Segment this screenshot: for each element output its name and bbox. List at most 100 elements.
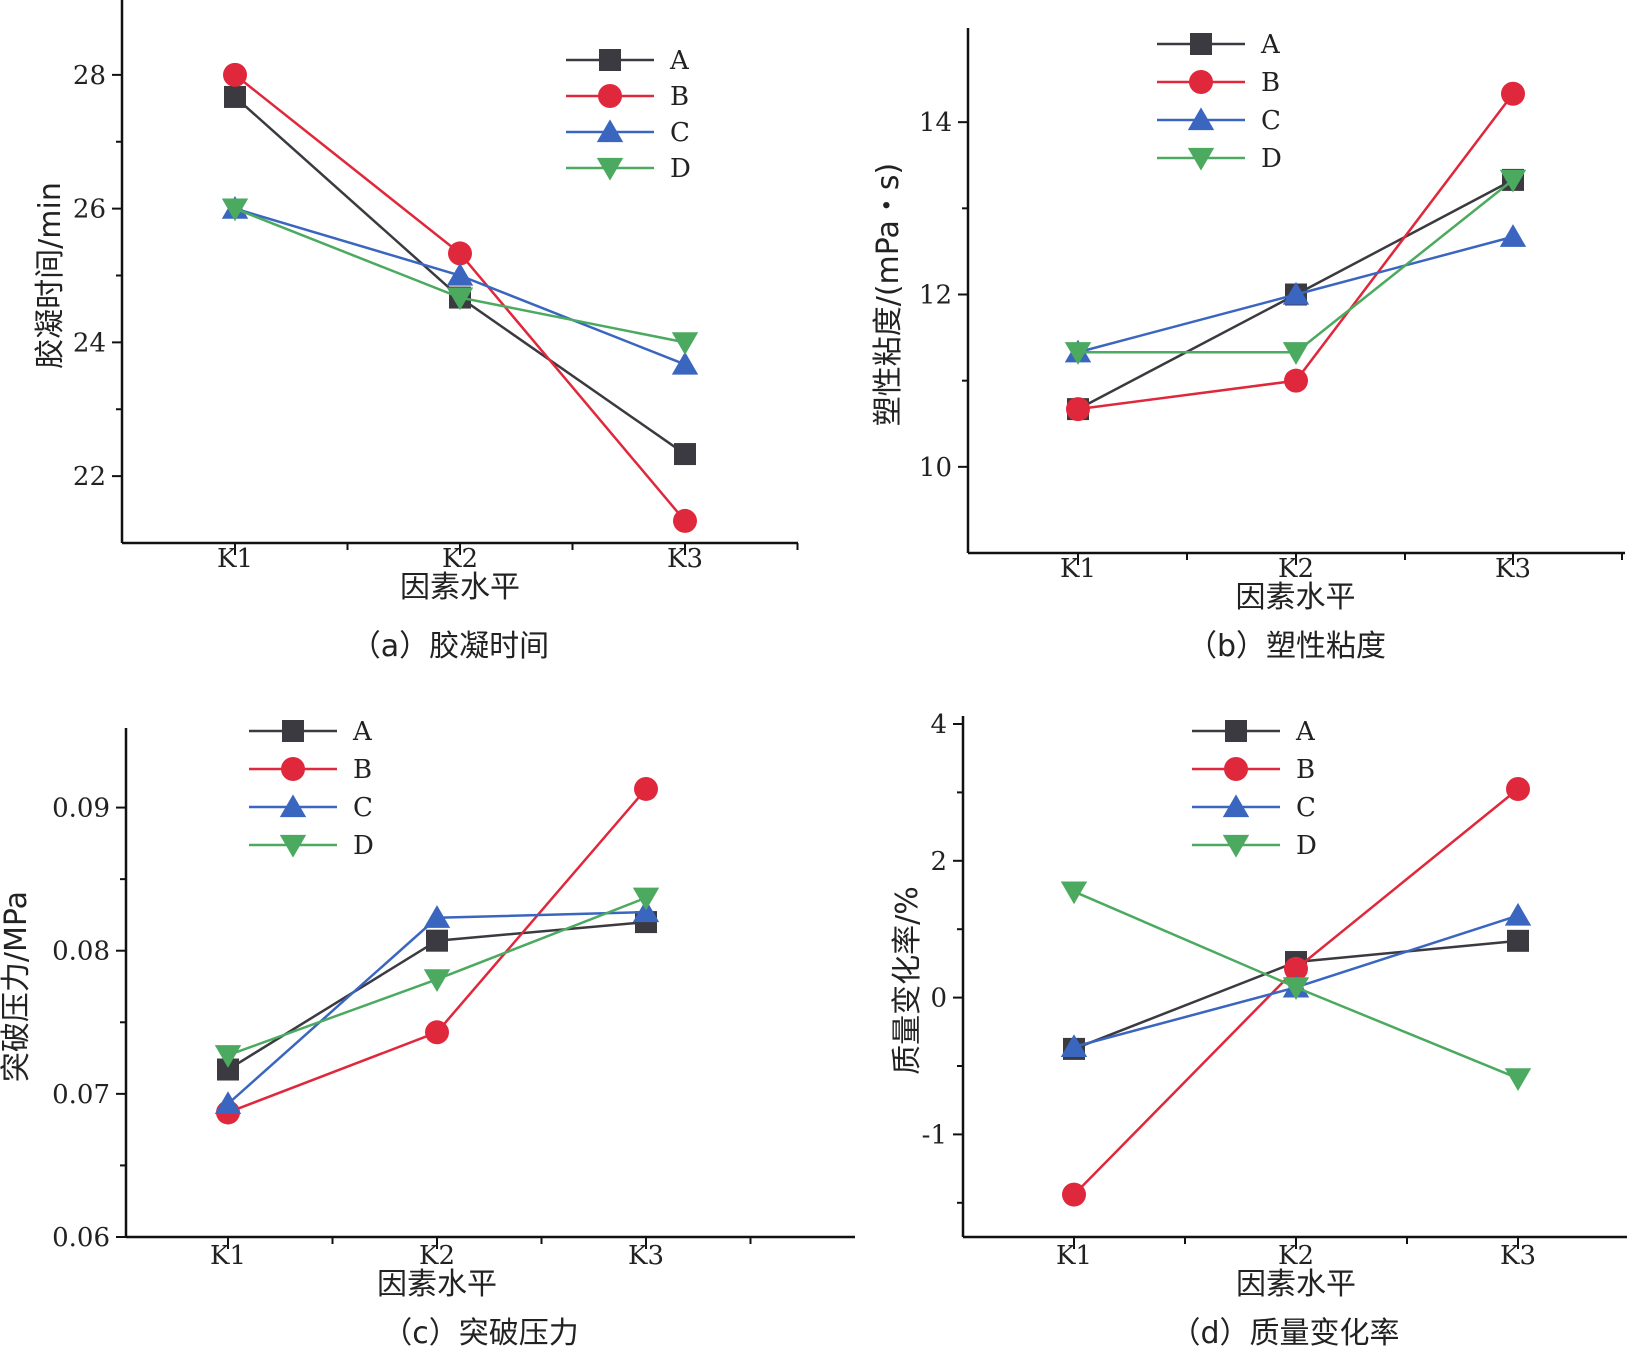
legend-marker-A (1225, 720, 1247, 742)
x-tick-label: K2 (419, 1241, 455, 1271)
data-point-B (673, 508, 697, 533)
legend-label-C: C (1261, 106, 1281, 136)
y-tick-label: 2 (930, 847, 947, 877)
data-point-B (425, 1020, 449, 1045)
y-tick-label: 12 (919, 281, 952, 311)
x-tick-label: K1 (1060, 554, 1096, 584)
legend-label-D: D (1296, 831, 1317, 861)
y-tick-label: 0.08 (52, 937, 110, 967)
series-line-C (234, 207, 686, 366)
data-point-B (1501, 81, 1525, 106)
legend-label-A: A (1295, 717, 1316, 747)
y-tick-label: 0.09 (52, 794, 110, 824)
x-axis-title: 因素水平 (1236, 1267, 1356, 1302)
legend-label-D: D (1261, 144, 1282, 174)
data-point-D (423, 969, 451, 992)
y-tick-label: 10 (919, 453, 952, 483)
y-axis-title: 质量变化率/% (890, 886, 925, 1075)
data-point-C (632, 899, 660, 923)
y-tick-label: 14 (919, 108, 952, 138)
y-tick-label: 22 (73, 462, 106, 492)
data-point-B (634, 776, 658, 801)
y-tick-label: 24 (73, 328, 106, 358)
x-tick-label: K3 (628, 1241, 664, 1271)
y-tick-label: 26 (73, 195, 106, 225)
x-tick-label: K1 (1056, 1241, 1092, 1271)
data-point-A (426, 929, 448, 952)
data-point-D (221, 198, 249, 222)
y-axis-title: 胶凝时间/min (33, 182, 68, 369)
y-tick-label: 0 (930, 984, 947, 1014)
x-tick-label: K1 (217, 544, 253, 574)
data-point-C (214, 1091, 242, 1114)
legend-label-B: B (1261, 68, 1280, 98)
x-tick-label: K3 (667, 544, 703, 574)
y-tick-label: 0.07 (52, 1080, 110, 1110)
legend-marker-A (599, 49, 621, 71)
data-point-D (1064, 342, 1092, 365)
legend-label-A: A (669, 46, 690, 76)
legend-label-C: C (353, 793, 373, 823)
x-axis-title: 因素水平 (400, 570, 520, 605)
legend-marker-C (1187, 107, 1215, 131)
legend-marker-D (1187, 147, 1215, 171)
data-point-D (1282, 342, 1310, 365)
legend-marker-C (596, 119, 624, 143)
y-tick-label: -1 (922, 1120, 947, 1150)
panel-caption: （a）胶凝时间 (351, 629, 549, 664)
panel-caption: （d）质量变化率 (1170, 1316, 1399, 1351)
data-point-A (217, 1058, 239, 1081)
legend-marker-A (282, 720, 304, 742)
panel-caption: （c）突破压力 (382, 1316, 579, 1351)
legend-marker-B (281, 757, 305, 781)
data-point-D (1060, 881, 1088, 905)
data-point-C (1499, 224, 1527, 247)
x-axis-title: 因素水平 (377, 1267, 497, 1302)
legend-marker-B (598, 84, 622, 108)
x-tick-label: K3 (1495, 554, 1531, 584)
legend-marker-B (1224, 757, 1248, 781)
legend-marker-A (1190, 33, 1212, 55)
y-tick-label: 0.06 (52, 1223, 110, 1253)
data-point-B (1284, 368, 1308, 393)
y-axis-title: 塑性粘度/(mPa・s) (871, 163, 906, 427)
data-point-B (1284, 956, 1308, 981)
data-point-A (224, 85, 246, 108)
x-tick-label: K2 (1278, 1241, 1314, 1271)
legend-label-A: A (352, 717, 373, 747)
legend-marker-B (1189, 70, 1213, 94)
data-point-C (671, 351, 699, 375)
data-point-B (1506, 776, 1530, 801)
legend-marker-D (279, 834, 307, 858)
legend-label-B: B (353, 755, 372, 785)
legend-marker-C (1222, 794, 1250, 818)
data-point-A (674, 443, 696, 466)
legend-label-B: B (1296, 755, 1315, 785)
x-tick-label: K1 (210, 1241, 246, 1271)
data-point-D (1282, 977, 1310, 1000)
data-point-C (1504, 902, 1532, 926)
panel-caption: （b）塑性粘度 (1187, 629, 1386, 664)
legend-label-B: B (670, 82, 689, 112)
data-point-D (671, 332, 699, 356)
x-axis-title: 因素水平 (1236, 580, 1356, 615)
series-line-D (1078, 178, 1514, 354)
y-axis-title: 突破压力/MPa (0, 891, 34, 1082)
data-point-B (448, 241, 472, 266)
legend-label-C: C (1296, 793, 1316, 823)
legend-label-C: C (670, 118, 690, 148)
legend-marker-C (279, 794, 307, 818)
data-point-C (1060, 1034, 1088, 1057)
legend-marker-D (1222, 834, 1250, 858)
data-point-B (1062, 1182, 1086, 1207)
x-tick-label: K3 (1500, 1241, 1536, 1271)
y-tick-label: 28 (73, 61, 106, 91)
legend-label-D: D (353, 831, 374, 861)
y-tick-label: 4 (930, 710, 947, 740)
data-point-D (214, 1045, 242, 1068)
data-point-C (423, 905, 451, 928)
data-point-D (446, 287, 474, 311)
